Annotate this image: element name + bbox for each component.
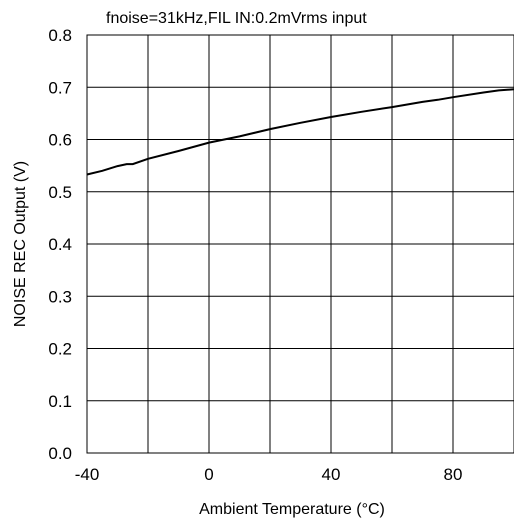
x-axis-label: Ambient Temperature (°C)	[199, 501, 385, 518]
y-axis-label: NOISE REC Output (V)	[12, 161, 29, 327]
x-tick-label: 80	[444, 465, 463, 484]
x-tick-label: 0	[204, 465, 213, 484]
y-axis-ticks: 0.0 0.1 0.2 0.3 0.4 0.5 0.6 0.7 0.8	[48, 26, 72, 463]
y-tick-label: 0.7	[48, 78, 72, 97]
y-tick-label: 0.2	[48, 340, 72, 359]
x-tick-label: 40	[322, 465, 341, 484]
y-tick-label: 0.1	[48, 392, 72, 411]
y-tick-label: 0.8	[48, 26, 72, 45]
y-tick-label: 0.4	[48, 235, 72, 254]
series-line	[86, 88, 514, 176]
y-tick-label: 0.0	[48, 444, 72, 463]
y-tick-label: 0.3	[48, 287, 72, 306]
y-tick-label: 0.6	[48, 131, 72, 150]
x-tick-label: -40	[75, 465, 100, 484]
y-tick-label: 0.5	[48, 183, 72, 202]
plot-frame	[86, 34, 514, 454]
grid	[87, 35, 514, 453]
chart-title: fnoise=31kHz,FIL IN:0.2mVrms input	[106, 10, 367, 27]
x-axis-ticks: -40 0 40 80	[75, 465, 463, 484]
